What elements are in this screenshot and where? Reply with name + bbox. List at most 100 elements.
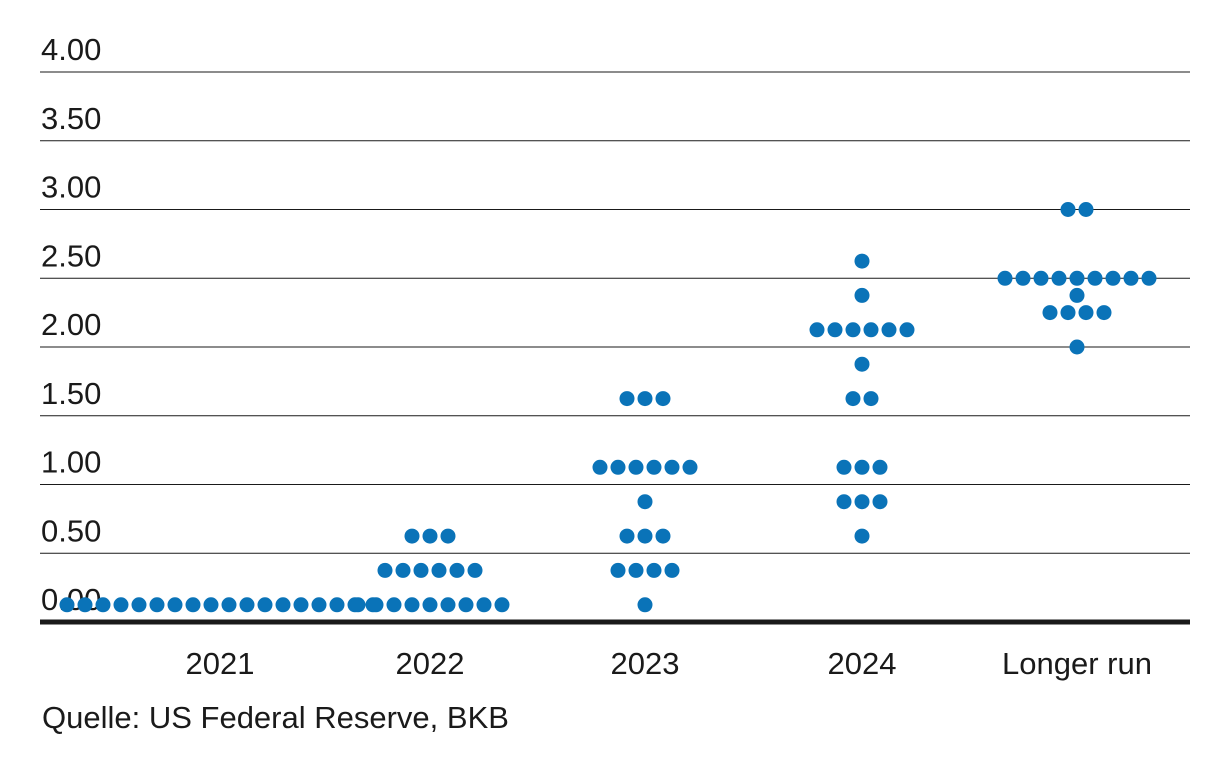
dot-2024	[899, 322, 915, 338]
dot-2024	[845, 391, 861, 407]
y-tick-label: 1.50	[41, 376, 101, 411]
dot-longer-run	[1087, 270, 1103, 286]
dot-2021	[275, 597, 291, 613]
dot-2023	[619, 528, 635, 544]
dot-2023	[619, 391, 635, 407]
dot-2022	[368, 597, 384, 613]
dot-2023	[637, 391, 653, 407]
dot-2021	[257, 597, 273, 613]
x-category-label: 2021	[186, 646, 255, 681]
dot-2022	[440, 528, 456, 544]
dot-2021	[221, 597, 237, 613]
dot-2023	[628, 562, 644, 578]
x-category-label: 2022	[396, 646, 465, 681]
dot-2021	[311, 597, 327, 613]
dot-2022	[404, 528, 420, 544]
dot-2023	[664, 562, 680, 578]
dot-longer-run	[1069, 270, 1085, 286]
dot-2024	[854, 287, 870, 303]
dot-2021	[77, 597, 93, 613]
dot-2024	[809, 322, 825, 338]
dot-2022	[449, 562, 465, 578]
dots	[59, 202, 1157, 613]
dot-2023	[628, 459, 644, 475]
dot-2024	[836, 494, 852, 510]
dot-2024	[854, 356, 870, 372]
dot-longer-run	[1105, 270, 1121, 286]
dot-2024	[836, 459, 852, 475]
dot-2022	[350, 597, 366, 613]
y-axis-tick-labels: 0.000.501.001.502.002.503.003.504.00	[41, 32, 101, 617]
dot-longer-run	[997, 270, 1013, 286]
dot-longer-run	[1015, 270, 1031, 286]
dot-longer-run	[1060, 202, 1076, 217]
dot-longer-run	[1096, 305, 1112, 321]
dot-2022	[386, 597, 402, 613]
dot-2024	[863, 391, 879, 407]
dot-2023	[655, 528, 671, 544]
dot-longer-run	[1069, 287, 1085, 303]
dot-2022	[494, 597, 510, 613]
y-tick-label: 2.00	[41, 307, 101, 342]
dot-2022	[458, 597, 474, 613]
dot-2021	[149, 597, 165, 613]
dot-longer-run	[1069, 339, 1085, 355]
dot-longer-run	[1042, 305, 1058, 321]
dot-longer-run	[1141, 270, 1157, 286]
dot-2023	[682, 459, 698, 475]
dot-2024	[827, 322, 843, 338]
dot-2021	[113, 597, 129, 613]
dot-2021	[95, 597, 111, 613]
dot-2024	[845, 322, 861, 338]
dot-2021	[239, 597, 255, 613]
y-tick-label: 3.50	[41, 101, 101, 136]
y-tick-label: 4.00	[41, 32, 101, 67]
dot-2021	[329, 597, 345, 613]
dot-longer-run	[1051, 270, 1067, 286]
dot-2023	[610, 562, 626, 578]
x-category-label: Longer run	[1002, 646, 1152, 681]
dot-2021	[167, 597, 183, 613]
dot-2023	[637, 528, 653, 544]
dot-2022	[422, 597, 438, 613]
dot-longer-run	[1078, 202, 1094, 217]
dot-2023	[664, 459, 680, 475]
dot-2022	[431, 562, 447, 578]
dot-2022	[422, 528, 438, 544]
dot-longer-run	[1033, 270, 1049, 286]
dot-2022	[413, 562, 429, 578]
dot-2022	[377, 562, 393, 578]
dot-2022	[467, 562, 483, 578]
dot-2024	[854, 494, 870, 510]
dot-2024	[872, 494, 888, 510]
dot-2021	[131, 597, 147, 613]
dot-longer-run	[1078, 305, 1094, 321]
dot-2021	[203, 597, 219, 613]
dot-2024	[854, 528, 870, 544]
y-tick-label: 2.50	[41, 238, 101, 273]
dot-2023	[637, 597, 653, 613]
y-tick-label: 3.00	[41, 170, 101, 205]
dot-2022	[476, 597, 492, 613]
dot-2024	[881, 322, 897, 338]
dot-2024	[863, 322, 879, 338]
dot-2023	[610, 459, 626, 475]
dot-2023	[646, 562, 662, 578]
dot-longer-run	[1060, 305, 1076, 321]
dot-plot-chart: 0.000.501.001.502.002.503.003.504.00 202…	[40, 32, 1190, 681]
dot-2024	[872, 459, 888, 475]
y-tick-label: 1.00	[41, 445, 101, 480]
dot-2023	[655, 391, 671, 407]
x-category-label: 2024	[828, 646, 897, 681]
dot-2022	[395, 562, 411, 578]
dot-longer-run	[1123, 270, 1139, 286]
dot-2021	[185, 597, 201, 613]
gridlines	[40, 71, 1190, 625]
y-tick-label: 0.50	[41, 513, 101, 548]
dot-2022	[404, 597, 420, 613]
dot-2024	[854, 253, 870, 269]
source-note: Quelle: US Federal Reserve, BKB	[42, 700, 509, 735]
dot-2023	[592, 459, 608, 475]
dot-2021	[59, 597, 75, 613]
dot-2023	[637, 494, 653, 510]
